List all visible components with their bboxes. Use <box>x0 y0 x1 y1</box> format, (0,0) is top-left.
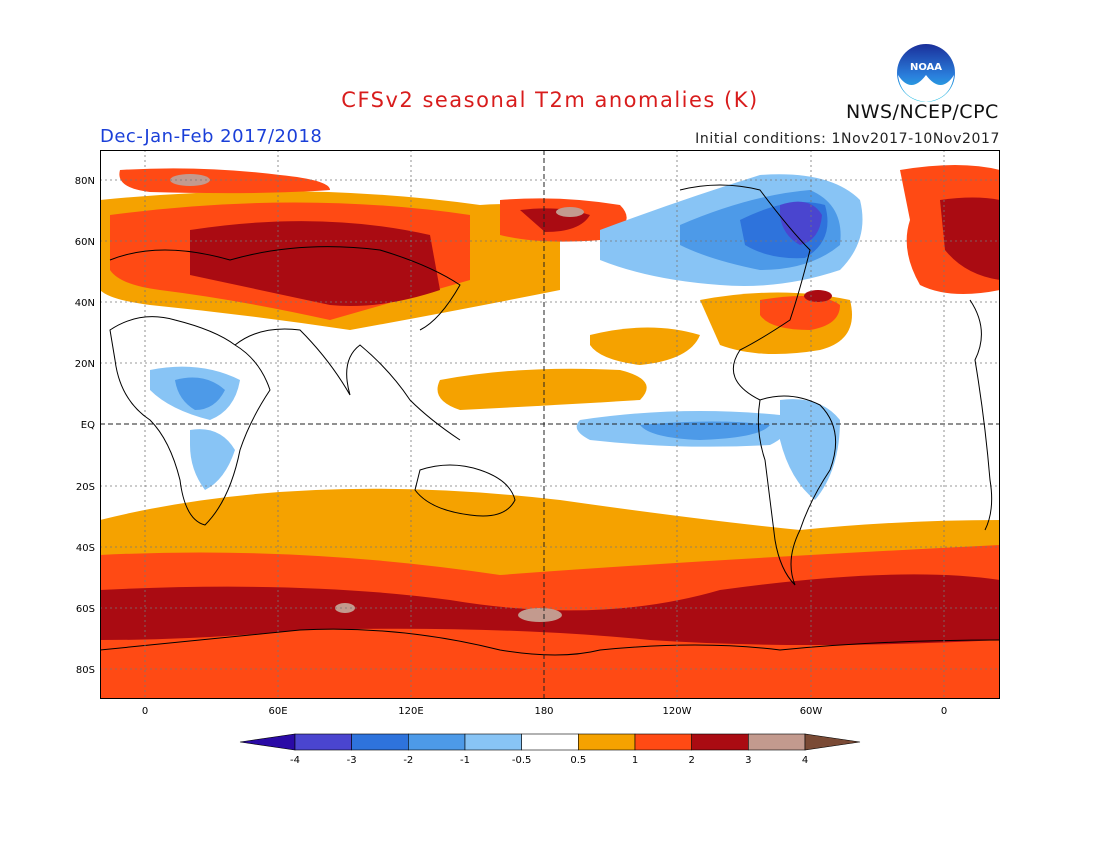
lat-label: EQ <box>81 420 95 431</box>
legend-swatch <box>804 733 861 751</box>
equatorial-pacific-cold-field <box>576 399 840 500</box>
lon-label: 0 <box>941 706 947 717</box>
lat-label: 20N <box>75 359 95 370</box>
map-title: CFSv2 seasonal T2m anomalies (K) <box>341 88 759 112</box>
legend-swatch <box>748 733 806 751</box>
grid-lines <box>100 150 1000 699</box>
lon-label: 60E <box>268 706 287 717</box>
logo-text: NOAA <box>910 62 942 73</box>
lon-label: 60W <box>800 706 823 717</box>
legend-tick-label: 2 <box>688 755 694 766</box>
lon-label: 120W <box>663 706 692 717</box>
antarctica-outline <box>100 628 1000 656</box>
organization-label: NWS/NCEP/CPC <box>846 101 999 123</box>
legend-tick-label: 0.5 <box>570 755 586 766</box>
legend-swatch <box>521 733 579 751</box>
map-field <box>100 150 1000 699</box>
lat-label: 60S <box>76 604 95 615</box>
legend-swatch <box>691 733 749 751</box>
legend-tick-label: 1 <box>632 755 638 766</box>
legend-tick-label: -1 <box>460 755 470 766</box>
legend-swatch <box>634 733 692 751</box>
north-america-cold-field <box>600 174 863 286</box>
legend-tick-label: 4 <box>802 755 808 766</box>
legend-swatch <box>408 733 466 751</box>
legend-swatch <box>464 733 522 751</box>
legend-tick-label: 3 <box>745 755 751 766</box>
lat-label: 40S <box>76 543 95 554</box>
lat-label: 20S <box>76 482 95 493</box>
africa-cold-field <box>150 366 240 490</box>
legend-swatch <box>351 733 409 751</box>
lat-axis-labels: 80N 60N 40N 20N EQ 20S 40S 60S 80S <box>75 176 95 676</box>
legend-tick-label: -0.5 <box>512 755 532 766</box>
lat-label: 40N <box>75 298 95 309</box>
lat-label: 60N <box>75 237 95 248</box>
northern-warm-field <box>100 165 1000 410</box>
forecast-period: Dec-Jan-Feb 2017/2018 <box>100 126 323 147</box>
legend-swatch <box>239 733 296 751</box>
legend-tick-label: -2 <box>403 755 413 766</box>
coastlines <box>109 184 993 586</box>
lon-axis-labels: 0 60E 120E 180 120W 60W 0 <box>142 706 947 717</box>
lon-label: 180 <box>534 706 553 717</box>
color-legend: -4 -3 -2 -1 -0.5 0.5 1 2 3 4 <box>239 733 861 766</box>
legend-tick-label: -4 <box>290 755 300 766</box>
legend-tick-label: -3 <box>347 755 357 766</box>
lon-label: 0 <box>142 706 148 717</box>
lon-label: 120E <box>398 706 423 717</box>
initial-conditions: Initial conditions: 1Nov2017-10Nov2017 <box>695 131 1000 147</box>
reference-lines <box>100 150 1000 699</box>
legend-swatch <box>294 733 352 751</box>
lat-label: 80S <box>76 665 95 676</box>
legend-swatch <box>578 733 636 751</box>
lat-label: 80N <box>75 176 95 187</box>
noaa-logo: NOAA <box>897 44 955 102</box>
